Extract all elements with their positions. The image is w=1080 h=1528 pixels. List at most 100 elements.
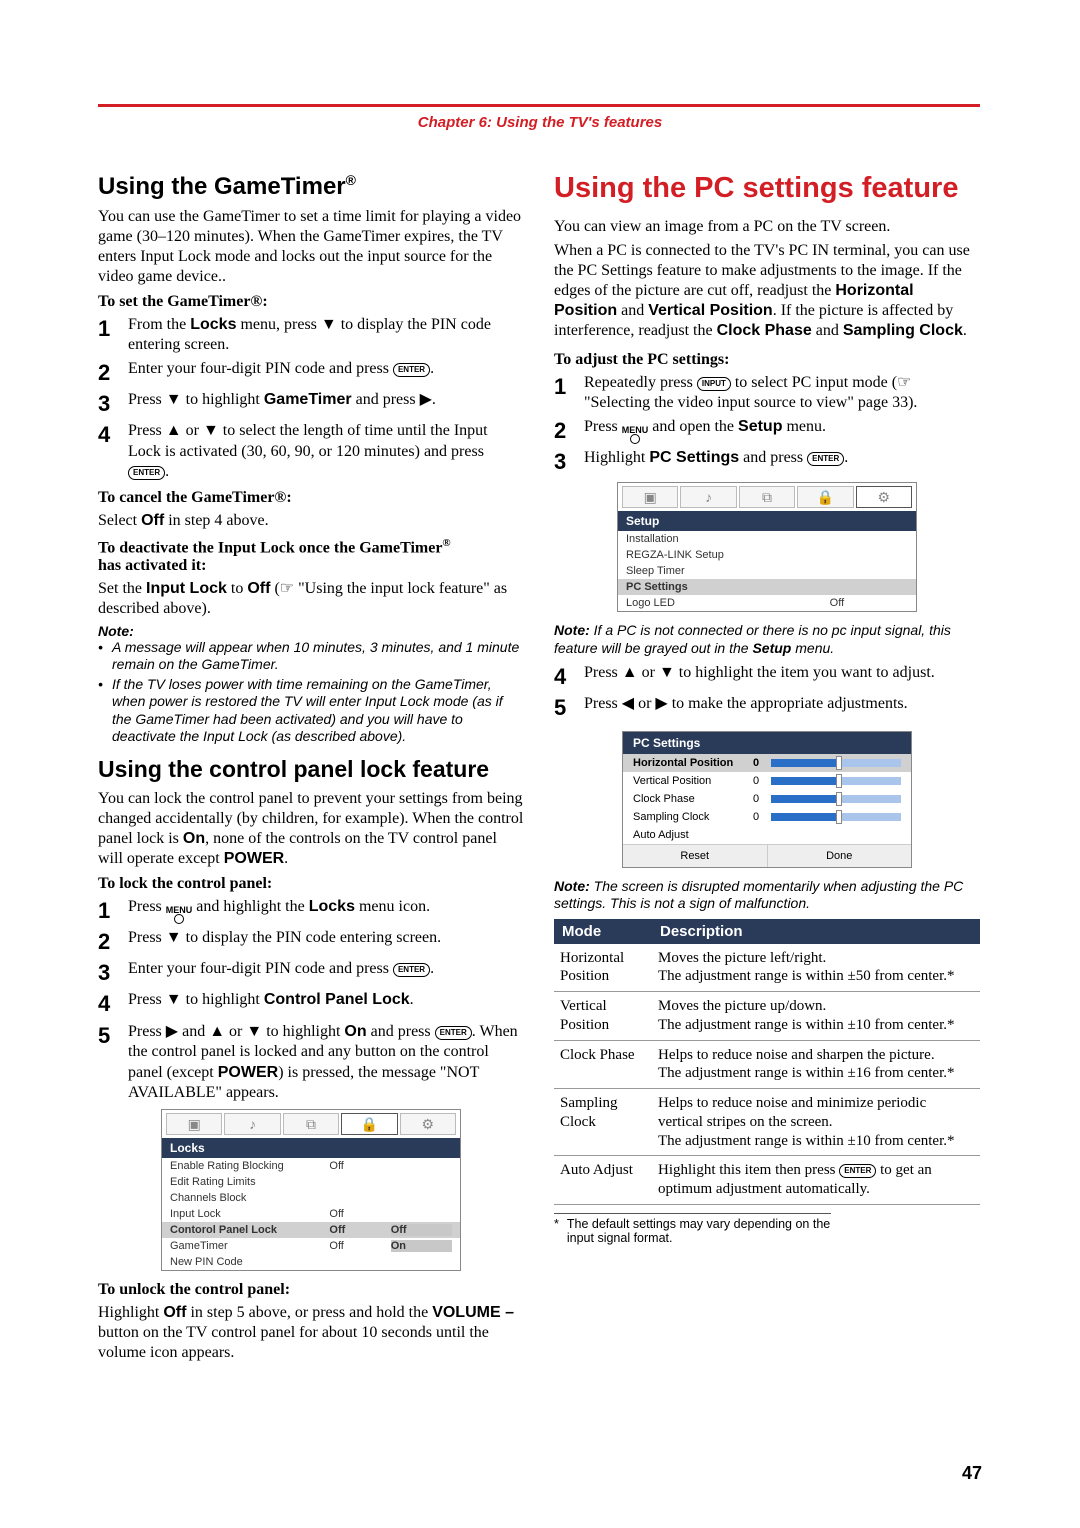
reset-button: Reset xyxy=(623,845,768,867)
table-row: Clock Phase Helps to reduce noise and sh… xyxy=(554,1040,980,1089)
t: Press ▼ to highlight xyxy=(128,391,264,408)
table-row: Sampling Clock Helps to reduce noise and… xyxy=(554,1089,980,1156)
td-desc: Helps to reduce noise and minimize perio… xyxy=(652,1089,980,1156)
pc-steps-1: 1 Repeatedly press INPUT to select PC in… xyxy=(554,373,980,476)
menu-key-icon: MENU xyxy=(166,906,193,924)
pcs-row: Clock Phase 0 xyxy=(623,790,911,808)
t-b: POWER xyxy=(218,1064,278,1081)
step-num: 1 xyxy=(554,373,584,401)
t-b: GameTimer xyxy=(264,391,352,408)
step-text: Press ▼ to display the PIN code entering… xyxy=(128,928,524,948)
step-text: Press MENU and open the Setup menu. xyxy=(584,417,980,444)
menu-key-icon: MENU xyxy=(622,426,649,444)
td-mode: Sampling Clock xyxy=(554,1089,652,1156)
step-num: 5 xyxy=(554,694,584,722)
osd-row: New PIN Code xyxy=(162,1254,460,1270)
step-text: Repeatedly press INPUT to select PC inpu… xyxy=(584,373,980,414)
k: REGZA-LINK Setup xyxy=(626,549,830,561)
t: Enter your four-digit PIN code and press xyxy=(128,360,393,377)
h-gametimer-text: Using the GameTimer xyxy=(98,173,346,200)
gt-set-head-reg: ®: xyxy=(250,293,267,310)
t: menu. xyxy=(782,418,826,435)
t: in step 5 above, or press and hold the xyxy=(186,1304,432,1321)
slider xyxy=(771,777,901,785)
cpl-unlock-body: Highlight Off in step 5 above, or press … xyxy=(98,1303,524,1363)
cpl-unlock-head: To unlock the control panel: xyxy=(98,1281,524,1299)
table-header-row: Mode Description xyxy=(554,919,980,944)
step-text: Highlight PC Settings and press ENTER. xyxy=(584,448,980,468)
k: Enable Rating Blocking xyxy=(170,1160,329,1172)
note-item: A message will appear when 10 minutes, 3… xyxy=(98,639,524,674)
td-mode: Clock Phase xyxy=(554,1040,652,1089)
chapter-header: Chapter 6: Using the TV's features xyxy=(0,114,1080,131)
h-cpl: Using the control panel lock feature xyxy=(98,756,524,783)
cpl-step-1: 1 Press MENU and highlight the Locks men… xyxy=(98,897,524,925)
cpl-step-4: 4 Press ▼ to highlight Control Panel Loc… xyxy=(98,990,524,1018)
pc-step-5: 5 Press ◀ or ▶ to make the appropriate a… xyxy=(554,694,980,722)
enter-key-icon: ENTER xyxy=(435,1026,472,1040)
k: Channels Block xyxy=(170,1192,329,1204)
t-b: POWER xyxy=(224,850,284,867)
t: MENU xyxy=(166,905,193,915)
pc-steps-2: 4 Press ▲ or ▼ to highlight the item you… xyxy=(554,663,980,722)
v2 xyxy=(391,1176,452,1188)
t-b: Locks xyxy=(190,316,236,333)
table-row: Vertical Position Moves the picture up/d… xyxy=(554,992,980,1041)
step-num: 4 xyxy=(554,663,584,691)
v xyxy=(329,1192,390,1204)
pc-note-2: Note: The screen is disrupted momentaril… xyxy=(554,878,980,913)
td-desc: Helps to reduce noise and sharpen the pi… xyxy=(652,1040,980,1089)
osd-tab-icon: ▣ xyxy=(166,1113,222,1135)
osd-tabs: ▣ ♪ ⧉ 🔒 ⚙ xyxy=(162,1110,460,1138)
step-num: 4 xyxy=(98,990,128,1018)
t: and xyxy=(812,322,843,339)
gt-notes: A message will appear when 10 minutes, 3… xyxy=(98,639,524,746)
osd-tab-icon: 🔒 xyxy=(797,486,853,508)
t-b: Vertical Position xyxy=(648,302,772,319)
t-b: On xyxy=(344,1023,366,1040)
v xyxy=(329,1176,390,1188)
step-text: Press ▲ or ▼ to highlight the item you w… xyxy=(584,663,980,683)
gt-cancel-body: Select Off in step 4 above. xyxy=(98,511,524,531)
slider-thumb xyxy=(836,774,842,788)
note-label: Note: xyxy=(554,878,590,894)
k: Edit Rating Limits xyxy=(170,1176,329,1188)
k: Logo LED xyxy=(626,597,830,609)
td-desc: Moves the picture left/right. The adjust… xyxy=(652,944,980,992)
step-num: 5 xyxy=(98,1022,128,1050)
val: 0 xyxy=(753,811,771,823)
k: New PIN Code xyxy=(170,1256,329,1268)
t-b: Off xyxy=(247,580,270,597)
osd-row: Input LockOff xyxy=(162,1206,460,1222)
osd-row: Edit Rating Limits xyxy=(162,1174,460,1190)
cpl-lock-head: To lock the control panel: xyxy=(98,875,524,893)
t: To deactivate the Input Lock once the Ga… xyxy=(98,539,442,556)
pc-step-3: 3 Highlight PC Settings and press ENTER. xyxy=(554,448,980,476)
t: Repeatedly press xyxy=(584,374,697,391)
k: Installation xyxy=(626,533,830,545)
t-b: Locks xyxy=(309,898,355,915)
t: Select xyxy=(98,512,141,529)
step-text: Enter your four-digit PIN code and press… xyxy=(128,359,524,379)
osd-row: GameTimerOffOn xyxy=(162,1238,460,1254)
th-mode: Mode xyxy=(554,919,652,944)
osd-tab-lock-icon: 🔒 xyxy=(341,1113,397,1135)
t: and press xyxy=(739,449,807,466)
v xyxy=(830,565,908,577)
v: Off xyxy=(830,597,908,609)
table-row: Horizontal Position Moves the picture le… xyxy=(554,944,980,992)
note-label: Note: xyxy=(98,623,524,639)
t: The screen is disrupted momentarily when… xyxy=(554,878,963,912)
t: Highlight xyxy=(584,449,649,466)
td-mode: Auto Adjust xyxy=(554,1156,652,1205)
cpl-steps: 1 Press MENU and highlight the Locks men… xyxy=(98,897,524,1104)
step-text: Press ◀ or ▶ to make the appropriate adj… xyxy=(584,694,980,714)
enter-key-icon: ENTER xyxy=(393,963,430,977)
lbl: Vertical Position xyxy=(633,775,753,787)
pcs-buttons: Reset Done xyxy=(623,844,911,867)
gt-step-1: 1 From the Locks menu, press ▼ to displa… xyxy=(98,315,524,356)
pc-settings-osd: PC Settings Horizontal Position 0 Vertic… xyxy=(622,731,912,868)
val: 0 xyxy=(753,757,771,769)
t: . xyxy=(430,960,434,977)
mode-table: Mode Description Horizontal Position Mov… xyxy=(554,919,980,1205)
